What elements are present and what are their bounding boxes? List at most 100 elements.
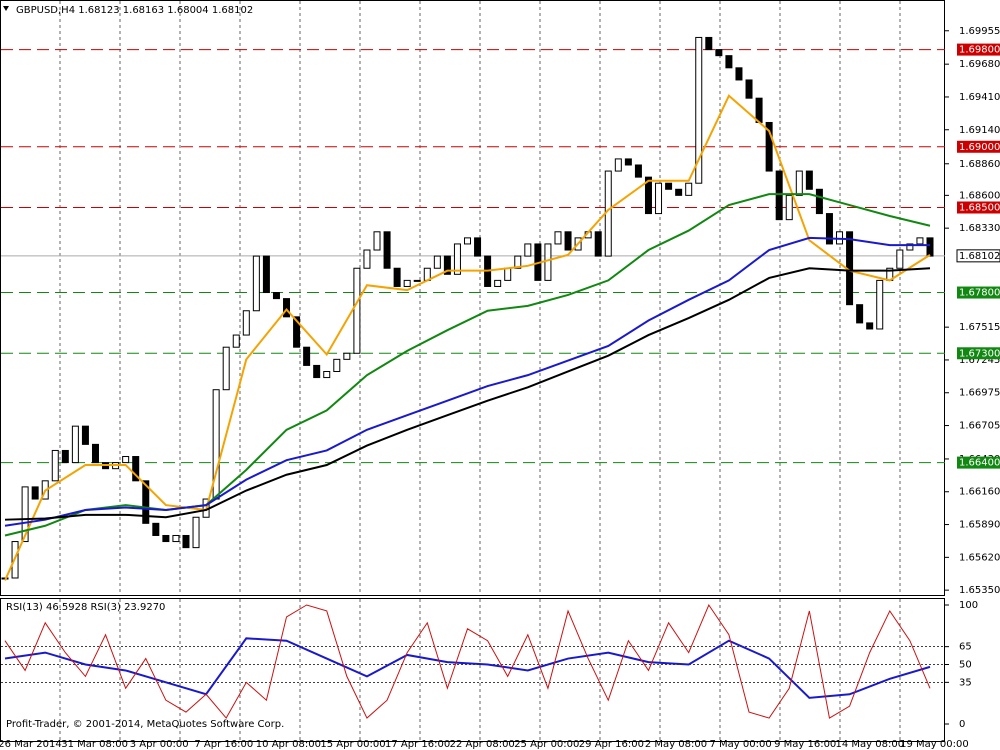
candle	[242, 310, 250, 336]
y-tick-label: 1.66160	[959, 487, 1000, 498]
candle	[544, 243, 552, 281]
candle	[303, 346, 311, 366]
x-tick-label: 29 Apr 16:00	[579, 739, 644, 750]
candle	[81, 425, 89, 445]
candle	[926, 237, 934, 257]
candle	[504, 267, 512, 281]
title-arrow	[3, 6, 9, 11]
level-label: 1.68500	[959, 203, 1000, 214]
candle	[494, 279, 502, 287]
x-tick-label: 17 Apr 16:00	[385, 739, 450, 750]
candle	[634, 164, 642, 178]
candle	[71, 425, 79, 464]
candle	[353, 267, 361, 354]
level-tag	[957, 456, 1000, 469]
y-tick-label: 1.69680	[959, 59, 1000, 70]
y-tick-label: 1.66705	[959, 421, 1000, 432]
x-tick-label: 7 Apr 16:00	[194, 739, 253, 750]
candle	[91, 443, 99, 464]
candle	[453, 243, 461, 275]
candle	[554, 231, 562, 245]
candle	[685, 182, 693, 196]
candle	[363, 249, 371, 269]
chart-title: GBPUSD,H4 1.68123 1.68163 1.68004 1.6810…	[16, 5, 253, 16]
candle	[252, 255, 260, 312]
candle	[856, 304, 864, 324]
candle	[61, 449, 69, 464]
candle	[232, 334, 240, 348]
y-tick-label: 1.69410	[959, 92, 1000, 103]
candle	[775, 170, 783, 221]
candle	[272, 292, 280, 300]
level-tag	[957, 140, 1000, 153]
candle	[293, 316, 301, 348]
x-tick-label: 7 May 00:00	[709, 739, 771, 750]
candle	[624, 158, 632, 166]
candle	[524, 243, 532, 257]
level-tag	[957, 286, 1000, 299]
candle	[333, 358, 341, 372]
level-tag	[957, 201, 1000, 214]
y-tick-label: 1.65620	[959, 552, 1000, 563]
candle	[343, 352, 351, 360]
y-tick-label: 1.67245	[959, 355, 1000, 366]
candle	[896, 249, 904, 269]
candle	[222, 346, 230, 391]
rsi-tick-label: 100	[959, 600, 978, 611]
candle	[916, 237, 924, 245]
rsi-tick-label: 65	[959, 642, 972, 653]
candle	[464, 237, 471, 245]
candle	[805, 170, 813, 190]
x-tick-label: 2 May 08:00	[645, 739, 707, 750]
level-tag	[957, 347, 1000, 360]
level-label: 1.66400	[959, 458, 1000, 469]
rsi-tick-label: 50	[959, 660, 972, 671]
candle	[815, 188, 823, 215]
candle	[906, 243, 914, 251]
candle	[443, 255, 451, 275]
rsi-tick-label: 35	[959, 677, 972, 688]
candle	[403, 279, 411, 287]
y-tick-label: 1.67515	[959, 322, 1000, 333]
candle	[142, 480, 150, 524]
candle	[725, 55, 733, 69]
y-tick-label: 1.69955	[959, 26, 1000, 37]
candle	[695, 36, 703, 184]
candle	[825, 213, 833, 245]
rsi-line	[4, 637, 931, 699]
candle	[735, 67, 743, 81]
candle	[675, 188, 683, 196]
candle	[765, 121, 773, 172]
x-tick-label: 31 Mar 08:00	[61, 739, 128, 750]
candle	[122, 456, 130, 464]
rsi-tick-label: 0	[959, 719, 965, 730]
candle	[594, 231, 602, 257]
candle	[383, 231, 391, 269]
candle	[876, 279, 884, 330]
x-tick-label: 15 Apr 00:00	[320, 739, 385, 750]
candle	[614, 158, 622, 172]
candle	[745, 79, 753, 99]
level-label: 1.69800	[959, 45, 1000, 56]
candle	[283, 298, 291, 318]
x-tick-label: 14 May 08:00	[836, 739, 905, 750]
candle	[323, 370, 331, 379]
level-label: 1.67800	[959, 288, 1000, 299]
footer: Profit-Trader, © 2001-2014, MetaQuotes S…	[6, 719, 284, 730]
candle	[373, 231, 381, 251]
candle	[132, 456, 140, 482]
candle	[795, 170, 803, 196]
x-tick-label: 22 Apr 08:00	[450, 739, 515, 750]
candle	[313, 364, 321, 379]
candle	[31, 486, 39, 500]
rsi-title: RSI(13) 46.5928 RSI(3) 23.9270	[6, 602, 165, 613]
x-tick-label: 3 Apr 00:00	[130, 739, 189, 750]
candle	[705, 36, 713, 51]
y-tick-label: 1.69140	[959, 125, 1000, 136]
candle	[262, 255, 270, 294]
candle	[866, 322, 874, 330]
candle	[393, 267, 401, 287]
candle	[644, 176, 652, 215]
